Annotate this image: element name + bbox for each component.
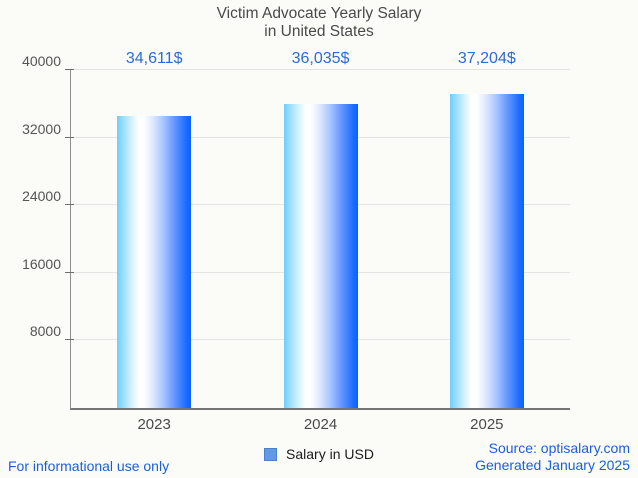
value-label-2025: 37,204$ [457, 50, 516, 67]
y-axis-label: 24000 [22, 188, 61, 205]
source-block: Source: optisalary.com Generated January… [475, 440, 630, 474]
y-tick-32000 [65, 136, 74, 138]
y-axis-label: 32000 [22, 120, 61, 137]
plot-area: 8000 16000 24000 32000 40000 34,611$ 2023 36,03… [22, 50, 570, 433]
chart-title: Victim Advocate Yearly Salary in United … [0, 5, 638, 41]
gridline-40000 [71, 69, 570, 70]
y-tick-8000 [65, 339, 74, 341]
x-axis-label-2024: 2024 [303, 416, 338, 433]
legend-label: Salary in USD [286, 446, 374, 462]
legend: Salary in USD [0, 446, 638, 462]
bar-2023 [117, 115, 192, 408]
bar-2024 [283, 103, 358, 408]
chart-title-line2: in United States [264, 23, 374, 40]
y-tick-16000 [65, 271, 74, 273]
generated-text: Generated January 2025 [475, 457, 630, 473]
y-tick-24000 [65, 204, 74, 206]
y-tick-40000 [65, 69, 74, 70]
source-text: Source: optisalary.com [488, 440, 630, 456]
chart-title-line1: Victim Advocate Yearly Salary [216, 5, 422, 22]
bar-2025 [449, 93, 524, 408]
y-axis-label: 16000 [22, 255, 61, 272]
legend-swatch-icon [264, 447, 278, 461]
disclaimer-text: For informational use only [8, 458, 170, 474]
x-axis-label-2023: 2023 [137, 416, 171, 433]
x-axis-label-2025: 2025 [470, 416, 504, 433]
y-axis-label: 8000 [29, 323, 61, 340]
value-label-2024: 36,035$ [291, 50, 350, 67]
value-label-2023: 34,611$ [125, 50, 183, 67]
y-axis-label: 40000 [22, 53, 61, 69]
